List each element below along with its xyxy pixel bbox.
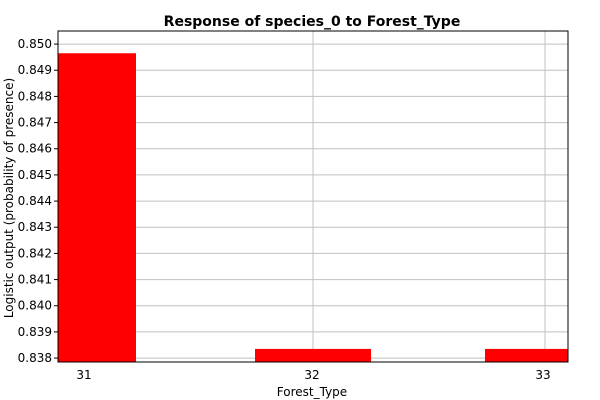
- y-axis-label: Logistic output (probability of presence…: [2, 78, 16, 318]
- y-tick-label: 0.848: [18, 89, 52, 103]
- x-tick-label: 33: [535, 368, 550, 382]
- y-axis-ticks: 0.838 0.839 0.840 0.841 0.842 0.843 0.844 0.845…: [18, 37, 58, 365]
- y-tick-label: 0.839: [18, 325, 52, 339]
- y-tick-label: 0.843: [18, 220, 52, 234]
- bar: [255, 348, 371, 362]
- y-tick-label: 0.850: [18, 37, 52, 51]
- y-tick-label: 0.845: [18, 168, 52, 182]
- plot-frame: [57, 30, 569, 363]
- bar: [58, 53, 136, 362]
- chart-title: Response of species_0 to Forest_Type: [164, 14, 461, 30]
- bar: [485, 348, 568, 362]
- y-tick-label: 0.842: [18, 246, 52, 260]
- y-tick-label: 0.841: [18, 273, 52, 287]
- y-tick-label: 0.840: [18, 299, 52, 313]
- y-tick-label: 0.844: [18, 194, 52, 208]
- grid: [58, 31, 568, 362]
- bars: [58, 53, 568, 362]
- y-tick-label: 0.846: [18, 142, 52, 156]
- x-axis-ticks: 31 32 33: [76, 368, 550, 382]
- x-axis-label: Forest_Type: [277, 385, 347, 399]
- x-tick-label: 32: [304, 368, 319, 382]
- y-tick-label: 0.838: [18, 351, 52, 365]
- x-tick-label: 31: [76, 368, 91, 382]
- y-tick-label: 0.849: [18, 63, 52, 77]
- y-tick-label: 0.847: [18, 116, 52, 130]
